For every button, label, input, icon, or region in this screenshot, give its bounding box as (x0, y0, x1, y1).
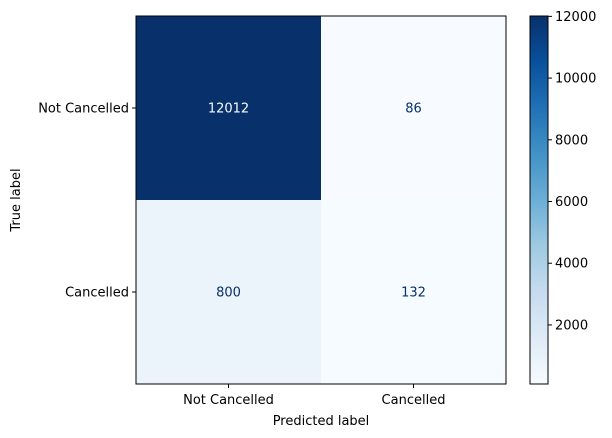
cell-value-label: 12012 (208, 102, 249, 117)
colorbar-tick-label: 8000 (555, 133, 588, 148)
matrix-cell-1-0 (136, 200, 321, 384)
y-tick-label: Not Cancelled (38, 102, 129, 117)
plot-frame (135, 15, 507, 385)
y-tick-label: Cancelled (65, 286, 129, 301)
matrix-cell-0-1 (321, 16, 506, 200)
x-axis-label: Predicted label (273, 414, 370, 429)
colorbar-tick-label: 10000 (555, 72, 596, 87)
y-axis-ticks: Not Cancelled Cancelled (38, 102, 136, 301)
matrix-cell-1-1 (321, 200, 506, 384)
colorbar (529, 15, 549, 385)
x-tick-label: Cancelled (382, 393, 446, 408)
colorbar-tick-label: 4000 (555, 257, 588, 272)
matrix-cells: 12012 86 800 132 (136, 16, 506, 384)
colorbar-ticks: 2000 4000 6000 8000 10000 12000 (548, 10, 596, 333)
y-axis-label: True label (9, 168, 24, 232)
colorbar-tick-label: 12000 (555, 10, 596, 25)
cell-value-label: 132 (401, 286, 426, 301)
cell-value-label: 86 (405, 102, 422, 117)
cell-value-label: 800 (216, 286, 241, 301)
x-axis-ticks: Not Cancelled Cancelled (183, 384, 445, 408)
matrix-cell-0-0 (136, 16, 321, 200)
x-tick-label: Not Cancelled (183, 393, 274, 408)
colorbar-tick-label: 6000 (555, 195, 588, 210)
colorbar-tick-label: 2000 (555, 318, 588, 333)
